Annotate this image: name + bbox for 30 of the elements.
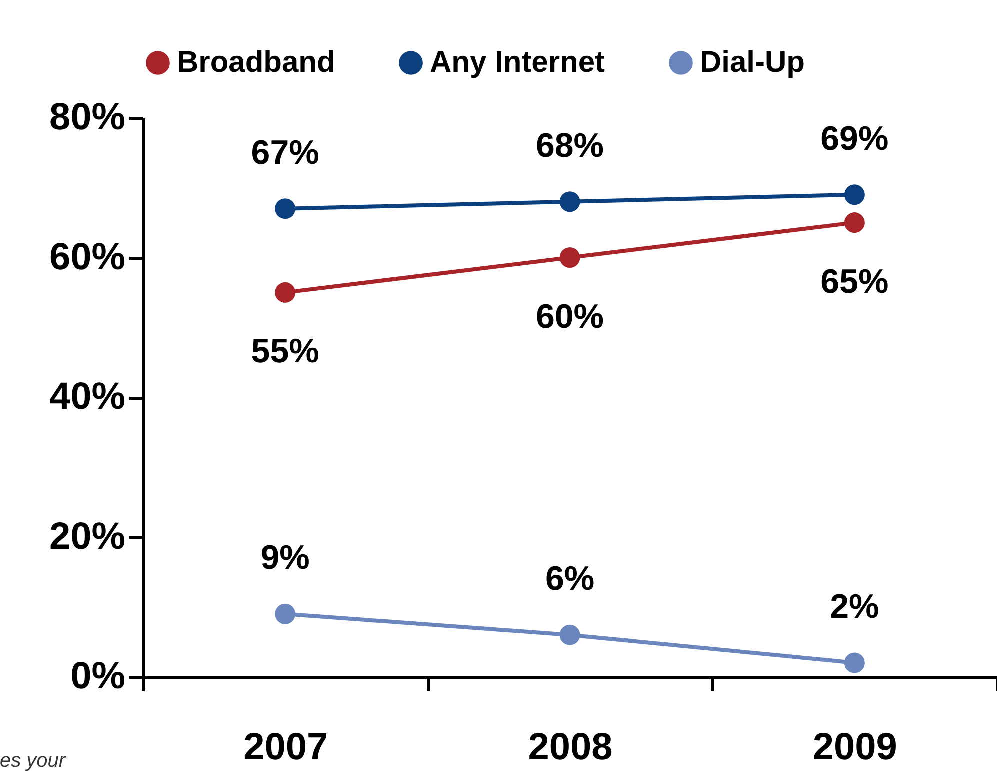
legend-label: Any Internet xyxy=(430,46,606,79)
x-tick-label: 2009 xyxy=(812,726,898,768)
point xyxy=(844,652,865,674)
y-tick-label: 80% xyxy=(49,96,126,138)
data-label: 2% xyxy=(830,588,880,626)
data-label: 6% xyxy=(545,560,595,598)
point xyxy=(275,198,296,220)
data-label: 68% xyxy=(536,126,604,165)
point xyxy=(560,248,580,268)
y-tick-label: 20% xyxy=(49,516,126,558)
legend-label: Broadband xyxy=(177,46,336,79)
point xyxy=(560,624,580,646)
data-label: 65% xyxy=(820,262,889,301)
point xyxy=(844,184,865,206)
data-label: 9% xyxy=(260,539,310,578)
x-tick-label: 2008 xyxy=(528,726,613,768)
x-tick-label: 2007 xyxy=(244,726,328,768)
point xyxy=(275,282,296,303)
point xyxy=(560,192,580,212)
y-tick-label: 0% xyxy=(70,656,126,698)
point xyxy=(275,604,296,624)
data-label: 67% xyxy=(251,134,320,172)
data-label: 69% xyxy=(820,120,889,158)
legend-label: Dial-Up xyxy=(700,46,805,79)
y-tick-label: 40% xyxy=(49,376,126,418)
point xyxy=(844,212,865,234)
data-label: 55% xyxy=(251,332,320,371)
text: es your xyxy=(0,750,67,771)
data-label: 60% xyxy=(536,298,604,336)
y-tick-label: 60% xyxy=(49,236,126,278)
